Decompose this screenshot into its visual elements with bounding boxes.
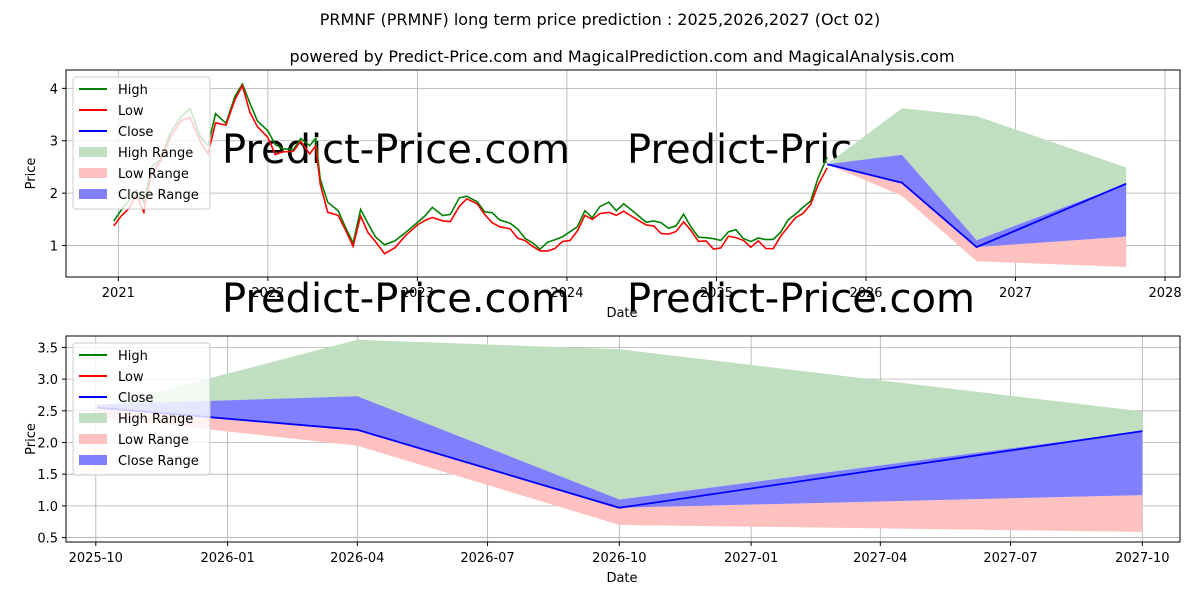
chart-subtitle: powered by Predict-Price.com and Magical… <box>289 47 954 66</box>
x-tick-label: 2026-04 <box>330 551 384 566</box>
legend-label: High <box>118 83 148 98</box>
y-tick-label: 0.5 <box>37 532 58 547</box>
y-tick-label: 3.0 <box>37 373 58 388</box>
chart-title: PRMNF (PRMNF) long term price prediction… <box>320 10 881 29</box>
y-tick-label: 1.5 <box>37 468 58 483</box>
close-range-area <box>827 154 1127 248</box>
legend-label: High Range <box>118 412 193 427</box>
legend-patch-swatch <box>79 455 107 465</box>
x-tick-label: 2027-10 <box>1115 551 1169 566</box>
x-tick-label: 2026-01 <box>200 551 254 566</box>
y-axis-label: Price <box>24 423 39 455</box>
legend-label: Close Range <box>118 454 199 469</box>
x-tick-label: 2026 <box>849 286 882 301</box>
legend-label: High Range <box>118 146 193 161</box>
legend-label: Close Range <box>118 188 199 203</box>
low-price-line <box>113 83 828 255</box>
legend-label: Low <box>118 370 144 385</box>
legend-label: Low Range <box>118 433 189 448</box>
plot-frame <box>65 69 1181 278</box>
legend-label: Close <box>118 391 153 406</box>
legend: High Low Close High Range Low Range Close Ran… <box>72 76 211 210</box>
x-axis-label: Date <box>606 306 637 321</box>
x-axis-label: Date <box>606 571 637 586</box>
legend-patch-swatch <box>79 189 107 199</box>
close-range-area <box>97 396 1143 508</box>
legend: High Low Close High Range Low Range Close Ran… <box>72 342 211 476</box>
y-tick-label: 2.0 <box>37 436 58 451</box>
legend-label: Low Range <box>118 167 189 182</box>
x-tick-label: 2027-04 <box>853 551 907 566</box>
legend-label: Close <box>118 125 153 140</box>
y-tick-label: 1 <box>50 240 58 255</box>
x-tick-label: 2026-07 <box>460 551 514 566</box>
legend-patch-swatch <box>79 147 107 157</box>
legend-label: Low <box>118 104 144 119</box>
high-range-area <box>827 108 1127 241</box>
plot-frame <box>65 335 1181 543</box>
low-range-area <box>827 164 1127 267</box>
low-range-area <box>97 407 1143 532</box>
x-tick-label: 2021 <box>102 286 135 301</box>
x-tick-label: 2025 <box>700 286 733 301</box>
watermark-text: Predict-Price.com <box>627 276 975 322</box>
legend-patch-swatch <box>79 168 107 178</box>
watermark-text: Predict-Price.com <box>222 276 570 322</box>
y-axis-label: Price <box>24 158 39 190</box>
x-tick-label: 2028 <box>1149 286 1182 301</box>
legend-patch-swatch <box>79 413 107 423</box>
legend-box <box>72 76 211 210</box>
legend-patch-swatch <box>79 434 107 444</box>
high-range-area <box>97 339 1143 500</box>
close-forecast-line <box>97 406 1143 509</box>
x-tick-label: 2026-10 <box>592 551 646 566</box>
legend-box <box>72 342 211 476</box>
close-forecast-line <box>826 163 1127 249</box>
x-tick-label: 2024 <box>550 286 583 301</box>
x-tick-label: 2022 <box>251 286 284 301</box>
y-tick-label: 3 <box>50 135 58 150</box>
watermark-text: Predict-Price.com <box>222 127 570 173</box>
x-tick-label: 2025-10 <box>69 551 123 566</box>
y-tick-label: 4 <box>50 82 58 97</box>
y-tick-label: 2.5 <box>37 405 58 420</box>
x-tick-label: 2027-07 <box>983 551 1037 566</box>
x-tick-label: 2023 <box>401 286 434 301</box>
high-price-line <box>113 82 828 251</box>
legend-label: High <box>118 349 148 364</box>
top-panel: Predict-Price.com Predict-Price.comPredic… <box>24 69 1182 322</box>
x-tick-label: 2027-01 <box>724 551 778 566</box>
x-tick-label: 2027 <box>999 286 1032 301</box>
y-tick-label: 1.0 <box>37 500 58 515</box>
y-tick-label: 2 <box>50 187 58 202</box>
y-tick-label: 3.5 <box>37 341 58 356</box>
